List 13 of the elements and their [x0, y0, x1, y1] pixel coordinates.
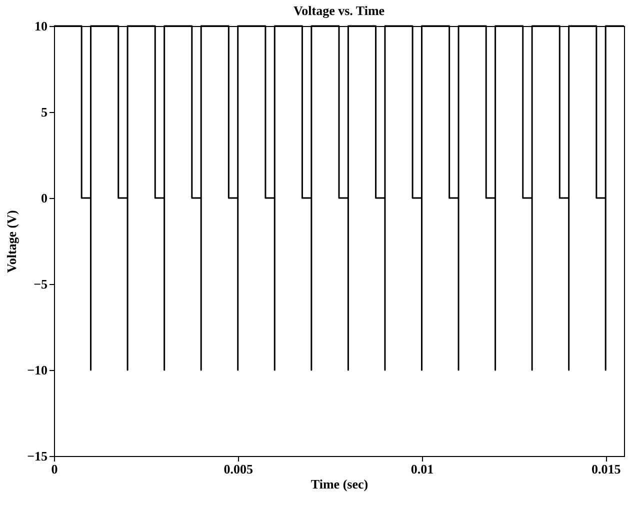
y-tick-label: −15 — [27, 448, 48, 464]
y-tick-label: −10 — [27, 362, 48, 378]
x-tick-label: 0 — [51, 462, 58, 476]
y-tick-label: 0 — [41, 190, 48, 206]
chart-title: Voltage vs. Time — [293, 3, 385, 18]
y-tick-label: 5 — [41, 104, 48, 120]
y-tick-label: 10 — [34, 18, 48, 34]
y-axis-title: Voltage (V) — [4, 210, 20, 273]
y-tick-label: −5 — [34, 276, 48, 292]
x-tick-label: 0.01 — [410, 462, 434, 476]
x-axis-title: Time (sec) — [310, 476, 368, 492]
x-tick-label: 0.015 — [591, 462, 622, 476]
x-tick-label: 0.005 — [224, 462, 254, 476]
